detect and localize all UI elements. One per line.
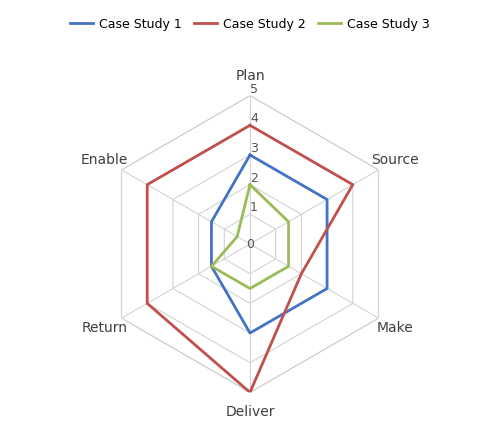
Text: 0: 0: [246, 237, 254, 250]
Legend: Case Study 1, Case Study 2, Case Study 3: Case Study 1, Case Study 2, Case Study 3: [65, 13, 435, 36]
